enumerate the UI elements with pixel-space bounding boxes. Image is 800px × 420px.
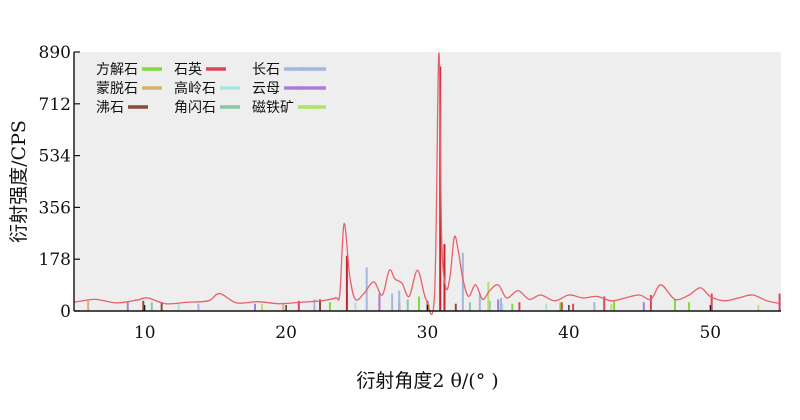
legend-label: 沸石 xyxy=(96,100,124,116)
legend-label: 方解石 xyxy=(96,62,138,78)
x-tick-label: 20 xyxy=(275,323,297,343)
legend-label: 磁铁矿 xyxy=(252,100,294,116)
xrd-pattern-line xyxy=(73,52,782,315)
legend-label: 长石 xyxy=(252,62,280,78)
x-tick-label: 40 xyxy=(558,323,580,343)
y-tick-label: 890 xyxy=(39,43,71,63)
x-tick-label: 10 xyxy=(134,323,156,343)
x-tick-label: 30 xyxy=(417,323,439,343)
legend-label: 石英 xyxy=(174,61,202,78)
plot-area xyxy=(74,52,781,311)
y-tick-label: 712 xyxy=(39,95,71,115)
y-axis-label: 衍射强度/CPS xyxy=(8,120,30,243)
x-axis-label: 衍射角度2 θ/(° ) xyxy=(356,370,498,392)
y-tick-label: 0 xyxy=(60,302,71,322)
y-tick-label: 356 xyxy=(39,198,71,218)
y-tick-label: 178 xyxy=(39,250,71,270)
axes-layer: 0 178 356 534 712 890 10 20 30 40 50 xyxy=(39,43,781,343)
legend-label: 高岭石 xyxy=(174,80,216,97)
legend-label: 云母 xyxy=(252,81,280,97)
y-tick-label: 534 xyxy=(39,147,71,167)
x-tick-label: 50 xyxy=(699,323,721,343)
legend-label: 角闪石 xyxy=(174,100,216,116)
legend-label: 蒙脱石 xyxy=(96,81,138,97)
